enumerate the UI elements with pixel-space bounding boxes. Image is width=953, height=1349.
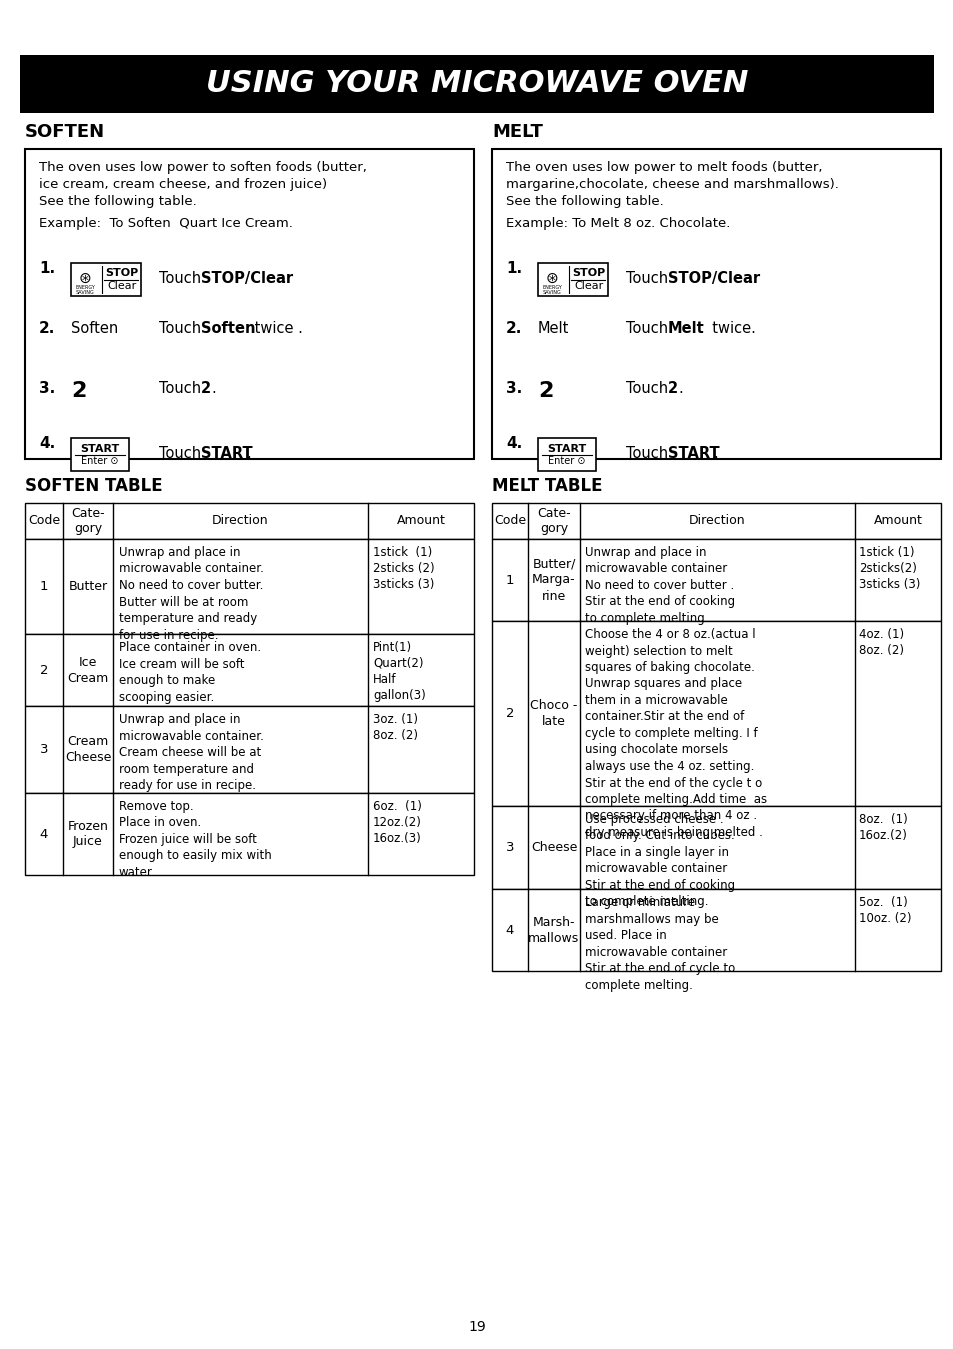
Text: 4: 4 (40, 827, 49, 840)
Text: Clear: Clear (574, 281, 603, 291)
Text: Direction: Direction (212, 514, 269, 527)
Text: START: START (201, 447, 253, 461)
Text: 2: 2 (201, 380, 211, 397)
Text: START: START (667, 447, 719, 461)
Text: MELT TABLE: MELT TABLE (492, 478, 602, 495)
Text: 1: 1 (40, 580, 49, 594)
Text: 3.: 3. (39, 380, 55, 397)
Bar (25, 634, 474, 706)
Text: 4: 4 (505, 924, 514, 936)
Text: Unwrap and place in
microwavable container.
Cream cheese will be at
room tempera: Unwrap and place in microwavable contain… (119, 714, 264, 792)
Text: Butter: Butter (69, 580, 108, 594)
Text: The oven uses low power to soften foods (butter,
ice cream, cream cheese, and fr: The oven uses low power to soften foods … (39, 161, 367, 208)
Text: Enter ⊙: Enter ⊙ (81, 456, 118, 465)
Text: Touch: Touch (625, 271, 672, 286)
Text: Cheese: Cheese (530, 840, 577, 854)
Bar (492, 503, 940, 540)
Text: Direction: Direction (688, 514, 745, 527)
Text: ENERGY
SAVING: ENERGY SAVING (541, 285, 561, 295)
Text: Enter ⊙: Enter ⊙ (548, 456, 585, 465)
Text: .: . (281, 271, 286, 286)
Text: 1stick  (1)
2sticks (2)
3sticks (3): 1stick (1) 2sticks (2) 3sticks (3) (373, 546, 435, 591)
Bar (25, 540, 474, 634)
Text: Cate-
gory: Cate- gory (71, 507, 105, 536)
Text: The oven uses low power to melt foods (butter,
margarine,chocolate, cheese and m: The oven uses low power to melt foods (b… (505, 161, 838, 208)
Text: Soften: Soften (201, 321, 255, 336)
Text: Touch: Touch (159, 321, 206, 336)
Text: START: START (80, 444, 119, 455)
Text: ⊛: ⊛ (78, 271, 91, 286)
Text: STOP: STOP (106, 268, 138, 278)
Text: twice.: twice. (702, 321, 755, 336)
Text: Choose the 4 or 8 oz.(actua l
weight) selection to melt
squares of baking chocol: Choose the 4 or 8 oz.(actua l weight) se… (584, 629, 766, 839)
Text: Choco -
late: Choco - late (530, 699, 578, 728)
Bar (492, 889, 940, 971)
Text: STOP/Clear: STOP/Clear (201, 271, 293, 286)
Text: Ice
Cream: Ice Cream (68, 656, 109, 684)
Bar (492, 148, 940, 459)
Text: Melt: Melt (537, 321, 569, 336)
Text: 4.: 4. (505, 436, 521, 451)
Text: 1: 1 (505, 573, 514, 587)
Text: STOP: STOP (572, 268, 605, 278)
Text: Use processed cheese .
food only. Cut into cubes.
Place in a single layer in
mic: Use processed cheese . food only. Cut in… (584, 813, 735, 908)
Text: 3: 3 (505, 840, 514, 854)
Text: Clear: Clear (108, 281, 136, 291)
Text: Touch: Touch (625, 321, 672, 336)
Text: Code: Code (28, 514, 60, 527)
Text: Example: To Melt 8 oz. Chocolate.: Example: To Melt 8 oz. Chocolate. (505, 217, 730, 229)
Text: 3.: 3. (505, 380, 521, 397)
Text: ENERGY
SAVING: ENERGY SAVING (75, 285, 95, 295)
Text: STOP/Clear: STOP/Clear (667, 271, 760, 286)
Text: Code: Code (494, 514, 525, 527)
Text: Butter/
Marga-
rine: Butter/ Marga- rine (532, 557, 576, 603)
Bar (537, 438, 596, 471)
Text: Soften: Soften (71, 321, 118, 336)
Text: .: . (678, 380, 682, 397)
Text: MELT: MELT (492, 123, 542, 142)
Text: Pint(1)
Quart(2)
Half
gallon(3): Pint(1) Quart(2) Half gallon(3) (373, 641, 425, 701)
Text: Touch: Touch (159, 380, 206, 397)
Bar (492, 621, 940, 805)
Bar (71, 263, 141, 295)
Text: .: . (211, 380, 215, 397)
Text: 6oz.  (1)
12oz.(2)
16oz.(3): 6oz. (1) 12oz.(2) 16oz.(3) (373, 800, 421, 844)
Bar (25, 503, 474, 540)
Text: 3: 3 (40, 743, 49, 755)
Bar (492, 540, 940, 621)
Text: 4oz. (1)
8oz. (2): 4oz. (1) 8oz. (2) (858, 629, 903, 657)
Text: SOFTEN TABLE: SOFTEN TABLE (25, 478, 162, 495)
Text: Touch: Touch (159, 271, 206, 286)
Text: twice .: twice . (250, 321, 302, 336)
Text: Remove top.
Place in oven.
Frozen juice will be soft
enough to easily mix with
w: Remove top. Place in oven. Frozen juice … (119, 800, 272, 880)
Text: Amount: Amount (396, 514, 445, 527)
Bar (25, 793, 474, 876)
Text: Cate-
gory: Cate- gory (537, 507, 570, 536)
Text: USING YOUR MICROWAVE OVEN: USING YOUR MICROWAVE OVEN (206, 70, 747, 98)
Bar (25, 706, 474, 793)
Text: .: . (747, 271, 752, 286)
Text: 1.: 1. (505, 260, 521, 277)
Text: 3oz. (1)
8oz. (2): 3oz. (1) 8oz. (2) (373, 714, 417, 742)
Text: Large or miniature
marshmallows may be
used. Place in
microwavable container
Sti: Large or miniature marshmallows may be u… (584, 896, 735, 992)
Text: 2: 2 (667, 380, 678, 397)
Text: 4.: 4. (39, 436, 55, 451)
Text: Unwrap and place in
microwavable container
No need to cover butter .
Stir at the: Unwrap and place in microwavable contain… (584, 546, 735, 625)
Text: ⊛: ⊛ (545, 271, 558, 286)
Bar (492, 805, 940, 889)
Text: 2.: 2. (505, 321, 522, 336)
Text: Amount: Amount (873, 514, 922, 527)
Text: Frozen
Juice: Frozen Juice (68, 819, 109, 849)
Text: 2: 2 (537, 380, 553, 401)
Text: Unwrap and place in
microwavable container.
No need to cover butter.
Butter will: Unwrap and place in microwavable contain… (119, 546, 264, 642)
Text: Touch: Touch (625, 447, 672, 461)
Text: 2.: 2. (39, 321, 55, 336)
Text: 2: 2 (40, 664, 49, 676)
Text: 19: 19 (468, 1321, 485, 1334)
Text: .: . (246, 447, 251, 461)
Text: Touch: Touch (625, 380, 672, 397)
Bar (25, 148, 474, 459)
Text: 8oz.  (1)
16oz.(2): 8oz. (1) 16oz.(2) (858, 813, 907, 842)
Text: 5oz.  (1)
10oz. (2): 5oz. (1) 10oz. (2) (858, 896, 910, 925)
Text: Place container in oven.
Ice cream will be soft
enough to make
scooping easier.: Place container in oven. Ice cream will … (119, 641, 261, 703)
